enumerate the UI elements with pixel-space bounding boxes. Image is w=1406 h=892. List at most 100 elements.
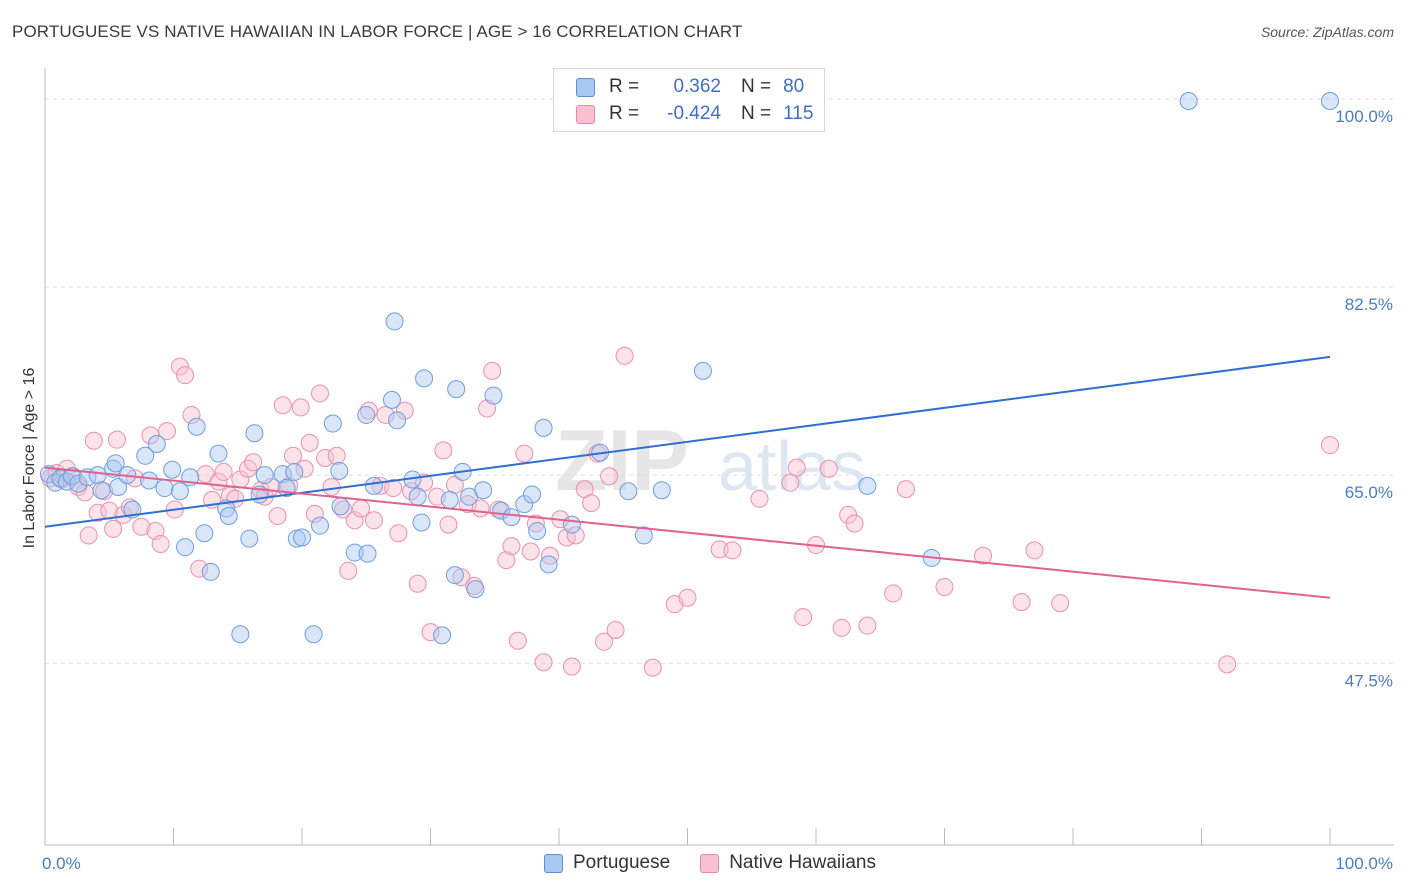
portuguese-point bbox=[634, 526, 653, 545]
native-hawaiians-trend-line bbox=[44, 466, 1331, 599]
watermark-atlas: atlas bbox=[718, 427, 866, 505]
native-hawaiians-point bbox=[439, 515, 458, 534]
native-hawaiians-point bbox=[151, 534, 170, 553]
portuguese-point bbox=[176, 538, 195, 557]
legend-label-portuguese: Portuguese bbox=[573, 852, 671, 873]
portuguese-point bbox=[187, 417, 206, 436]
legend-r-label: R = bbox=[609, 103, 640, 124]
native-hawaiians-point bbox=[434, 441, 453, 460]
y-axis-title: In Labor Force | Age > 16 bbox=[21, 368, 38, 549]
native-hawaiians-point bbox=[508, 631, 527, 650]
portuguese-point bbox=[92, 481, 111, 500]
portuguese-point bbox=[62, 467, 81, 486]
portuguese-point bbox=[219, 507, 238, 526]
native-hawaiians-point bbox=[710, 540, 729, 559]
portuguese-point bbox=[619, 482, 638, 501]
native-hawaiians-point bbox=[310, 384, 329, 403]
native-hawaiians-point bbox=[515, 444, 534, 463]
native-hawaiians-point bbox=[750, 489, 769, 508]
chart-title: PORTUGUESE VS NATIVE HAWAIIAN IN LABOR F… bbox=[12, 22, 743, 41]
legend-r-value: -0.424 bbox=[667, 103, 721, 124]
x-tick-label: 100.0% bbox=[1335, 854, 1393, 873]
legend-item-native-hawaiians[interactable]: Native Hawaiians bbox=[700, 852, 876, 874]
portuguese-point bbox=[273, 465, 292, 484]
legend-label-native-hawaiians: Native Hawaiians bbox=[729, 852, 876, 873]
native-hawaiians-point bbox=[678, 588, 697, 607]
portuguese-point bbox=[562, 515, 581, 534]
grid bbox=[45, 98, 1394, 664]
native-hawaiians-point bbox=[566, 526, 585, 545]
native-hawaiians-point bbox=[781, 473, 800, 492]
correlation-legend: R = 0.362 N = 80 R = -0.424 N = 115 bbox=[553, 68, 825, 132]
native-hawaiians-point bbox=[935, 577, 954, 596]
portuguese-point bbox=[1321, 92, 1339, 111]
portuguese-point bbox=[415, 369, 434, 388]
native-hawaiians-point bbox=[268, 507, 287, 526]
native-hawaiians-point bbox=[384, 479, 403, 498]
native-hawaiians-point bbox=[497, 551, 516, 570]
native-hawaiians-point bbox=[452, 568, 471, 587]
portuguese-point bbox=[323, 414, 342, 433]
portuguese-point bbox=[285, 462, 304, 481]
x-tick-label: 0.0% bbox=[42, 854, 81, 873]
native-hawaiians-point bbox=[104, 519, 123, 538]
portuguese-point bbox=[201, 562, 220, 581]
portuguese-point bbox=[447, 380, 466, 399]
native-hawaiians-point bbox=[376, 405, 395, 424]
portuguese-point bbox=[1179, 92, 1198, 111]
portuguese-point bbox=[245, 424, 264, 443]
native-hawaiians-point bbox=[352, 499, 371, 518]
portuguese-point bbox=[385, 312, 404, 331]
native-hawaiians-point bbox=[79, 526, 98, 545]
portuguese-point bbox=[502, 508, 521, 527]
portuguese-point bbox=[364, 476, 383, 495]
native-hawaiians-point bbox=[974, 546, 993, 565]
native-hawaiians-point bbox=[107, 430, 126, 449]
native-hawaiians-point bbox=[421, 623, 440, 642]
portuguese-point bbox=[858, 476, 877, 495]
y-tick-label: 47.5% bbox=[1345, 671, 1393, 690]
portuguese-point bbox=[136, 446, 155, 465]
portuguese-point bbox=[652, 481, 671, 500]
portuguese-point bbox=[287, 529, 306, 548]
native-hawaiians-point bbox=[244, 453, 263, 472]
native-hawaiians-point bbox=[858, 616, 877, 635]
portuguese-point bbox=[240, 529, 259, 548]
native-hawaiians-point bbox=[819, 459, 838, 478]
portuguese-point bbox=[155, 479, 174, 498]
portuguese-point bbox=[163, 460, 182, 479]
portuguese-point bbox=[357, 405, 376, 424]
portuguese-point bbox=[358, 544, 377, 563]
portuguese-point bbox=[345, 543, 364, 562]
portuguese-point bbox=[388, 411, 407, 430]
legend-item-portuguese[interactable]: Portuguese bbox=[544, 852, 670, 874]
native-hawaiians-point bbox=[327, 446, 346, 465]
portuguese-point bbox=[445, 566, 464, 585]
native-hawaiians-point bbox=[643, 658, 662, 677]
native-hawaiians-point bbox=[300, 433, 319, 452]
portuguese-point bbox=[693, 361, 712, 380]
legend-swatch-native-hawaiians bbox=[700, 853, 720, 873]
y-tick-label: 100.0% bbox=[1335, 107, 1393, 126]
native-hawaiians-point bbox=[884, 584, 903, 603]
native-hawaiians-point bbox=[176, 366, 195, 385]
portuguese-point bbox=[412, 513, 431, 532]
legend-n-label: N = bbox=[741, 76, 772, 97]
portuguese-point bbox=[528, 522, 547, 541]
native-hawaiians-point bbox=[305, 504, 324, 523]
native-hawaiians-point bbox=[1012, 593, 1031, 612]
native-hawaiians-point bbox=[502, 537, 521, 556]
native-hawaiians-point bbox=[896, 480, 915, 499]
portuguese-point bbox=[88, 466, 107, 485]
native-hawaiians-point bbox=[534, 653, 553, 672]
portuguese-point bbox=[209, 444, 228, 463]
native-hawaiians-point bbox=[787, 458, 806, 477]
native-hawaiians-point bbox=[322, 477, 341, 496]
portuguese-point bbox=[466, 580, 485, 599]
portuguese-point bbox=[474, 481, 493, 500]
legend-row-portuguese: R = 0.362 N = 80 bbox=[576, 74, 804, 100]
native-hawaiians-point bbox=[1051, 594, 1070, 613]
native-hawaiians-point bbox=[606, 620, 625, 639]
native-hawaiians-point bbox=[364, 511, 383, 530]
